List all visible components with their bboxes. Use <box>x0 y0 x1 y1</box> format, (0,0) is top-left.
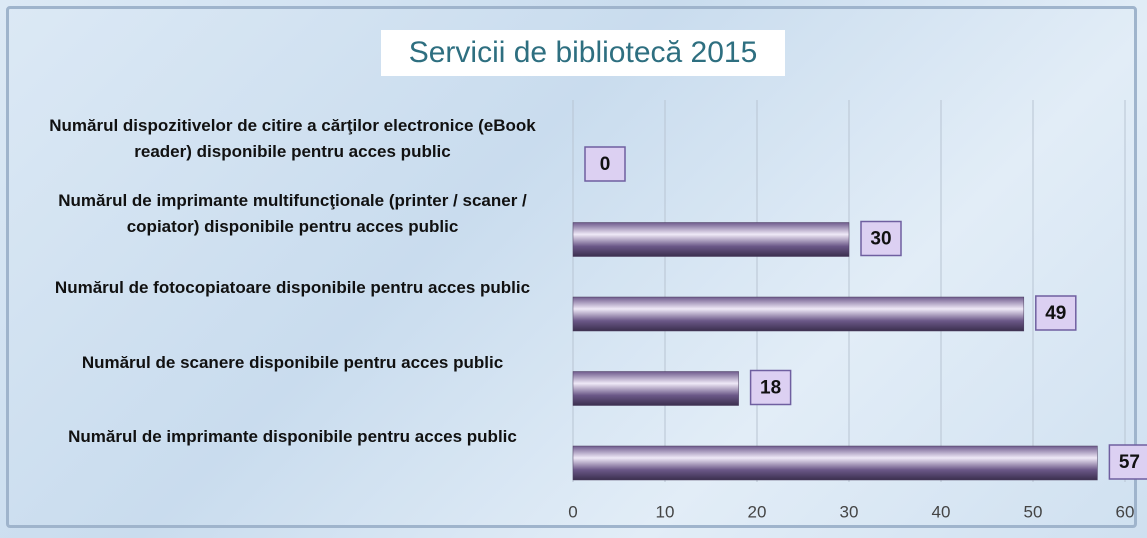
x-tick-label: 40 <box>932 502 951 521</box>
x-tick-label: 0 <box>568 502 577 521</box>
category-label: Numărul dispozitivelor de citire a cărţi… <box>49 116 536 161</box>
value-label: 57 <box>1119 452 1140 473</box>
x-tick-label: 30 <box>840 502 859 521</box>
value-label: 18 <box>760 378 781 399</box>
category-label: Numărul de imprimante multifuncţionale (… <box>58 190 527 236</box>
value-label-box <box>1035 295 1077 331</box>
value-label-box <box>860 220 902 257</box>
bar <box>572 371 739 406</box>
value-label-box <box>1108 444 1147 480</box>
value-label: 0 <box>600 154 611 175</box>
frame <box>6 6 1137 528</box>
value-label: 49 <box>1045 303 1066 324</box>
bar <box>572 445 1098 481</box>
value-label: 30 <box>870 229 891 250</box>
x-tick-label: 50 <box>1024 502 1043 521</box>
category-label: Numărul de scanere disponibile pentru ac… <box>81 352 504 372</box>
x-tick-label: 10 <box>656 502 675 521</box>
value-label-box <box>749 369 792 406</box>
x-tick-label: 20 <box>748 502 767 521</box>
category-label: Numărul de fotocopiatoare disponibile pe… <box>54 278 531 297</box>
bar <box>572 222 850 257</box>
bar <box>572 296 1025 332</box>
title-box <box>381 30 785 76</box>
x-tick-label: 60 <box>1116 502 1135 521</box>
category-label: Numărul de imprimante disponibile pentru… <box>68 427 517 446</box>
value-label-box <box>584 146 626 182</box>
chart-title: Servicii de bibliotecă 2015 <box>409 36 758 69</box>
